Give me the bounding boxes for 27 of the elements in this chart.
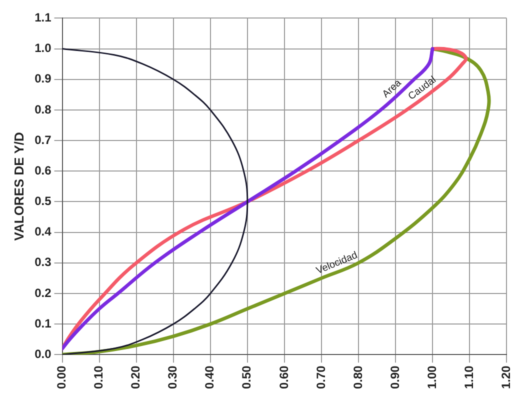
x-tick-label: 1.20: [498, 365, 513, 390]
y-tick-label: 0.4: [34, 224, 52, 239]
x-tick-label: 0.30: [166, 365, 180, 390]
line-series: [62, 48, 248, 355]
x-tick-label: 0.10: [92, 365, 106, 390]
x-tick-label: 0.90: [388, 365, 402, 390]
y-tick-label: 1.1: [34, 10, 52, 25]
y-tick-label: 0.7: [34, 132, 52, 147]
y-axis-title: VALORES DE Y/D: [11, 132, 26, 241]
x-tick-label: 0.20: [128, 365, 143, 390]
y-tick-label: 0.9: [34, 72, 52, 86]
x-tick-label: 0.50: [240, 365, 254, 390]
x-tick-label: 0.40: [202, 365, 217, 390]
x-tick-label: 0.70: [314, 365, 328, 390]
x-tick-label: 0.80: [350, 365, 365, 390]
y-tick-label: 0.2: [34, 286, 52, 300]
x-tick-label: 0.00: [54, 365, 69, 390]
y-tick-label: 1.0: [34, 41, 52, 56]
y-tick-label: 0.3: [34, 255, 52, 270]
y-tick-label: 0.1: [34, 316, 52, 330]
y-tick-label: 0.8: [34, 102, 52, 116]
x-tick-label: 1.00: [424, 365, 439, 390]
y-tick-label: 0.5: [34, 194, 52, 208]
y-tick-label: 0.6: [34, 163, 52, 178]
y-tick-label: 0.0: [34, 346, 52, 361]
x-tick-label: 0.60: [276, 365, 291, 390]
x-tick-label: 1.10: [462, 365, 476, 390]
